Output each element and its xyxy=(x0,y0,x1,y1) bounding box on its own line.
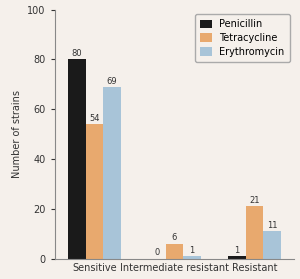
Bar xyxy=(183,256,201,259)
Text: 1: 1 xyxy=(234,246,239,255)
Bar xyxy=(246,206,263,259)
Bar xyxy=(228,256,246,259)
Text: 1: 1 xyxy=(189,246,195,255)
Bar xyxy=(68,59,86,259)
Text: 6: 6 xyxy=(172,234,177,242)
Text: 21: 21 xyxy=(249,196,260,205)
Bar xyxy=(166,244,183,259)
Bar xyxy=(263,231,281,259)
Text: 80: 80 xyxy=(72,49,82,58)
Text: 54: 54 xyxy=(89,114,100,123)
Legend: Penicillin, Tetracycline, Erythromycin: Penicillin, Tetracycline, Erythromycin xyxy=(195,15,290,62)
Bar xyxy=(103,87,121,259)
Text: 0: 0 xyxy=(154,248,160,257)
Text: 69: 69 xyxy=(107,76,117,85)
Y-axis label: Number of strains: Number of strains xyxy=(12,90,22,178)
Text: 11: 11 xyxy=(267,221,277,230)
Bar xyxy=(86,124,103,259)
